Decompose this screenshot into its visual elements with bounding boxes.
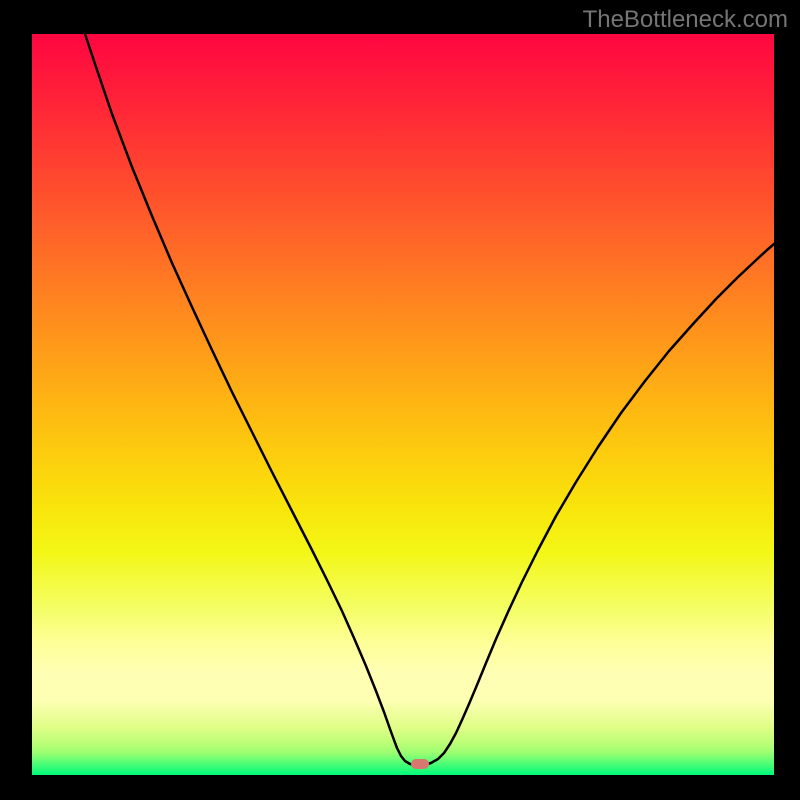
chart-canvas: TheBottleneck.com [0, 0, 800, 800]
frame-right [774, 0, 800, 800]
frame-bottom [0, 775, 800, 800]
watermark-text: TheBottleneck.com [583, 6, 788, 34]
plot-area [32, 34, 774, 775]
optimum-marker [411, 759, 429, 769]
curve-svg [32, 34, 774, 775]
bottleneck-curve [85, 34, 774, 765]
frame-left [0, 0, 32, 800]
